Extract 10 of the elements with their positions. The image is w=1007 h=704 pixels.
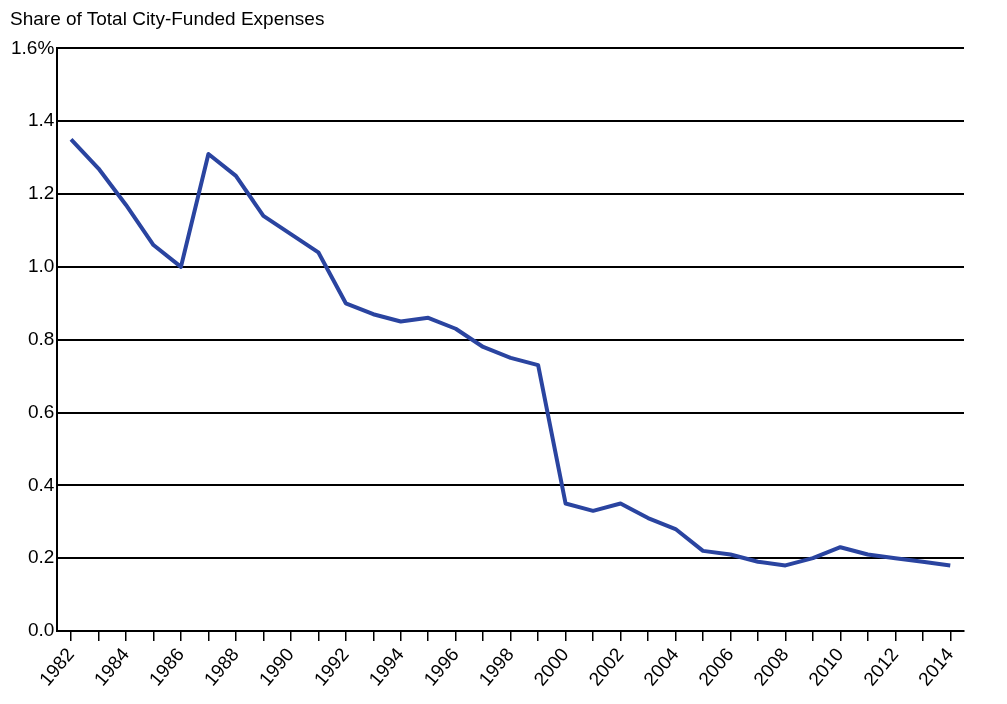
- y-tick-label: 0.8: [27, 327, 55, 349]
- y-tick-label: 1.6%: [10, 36, 55, 58]
- y-tick-label: 1.2: [27, 182, 55, 204]
- y-tick-label: 0.6: [27, 400, 55, 422]
- y-axis-title: Share of Total City-Funded Expenses: [10, 8, 326, 31]
- y-tick-label: 0.0: [27, 619, 55, 641]
- y-tick-label: 0.4: [27, 473, 55, 495]
- y-tick-label: 0.2: [27, 546, 55, 568]
- y-tick-label: 1.0: [27, 255, 55, 277]
- y-tick-label: 1.4: [27, 109, 55, 131]
